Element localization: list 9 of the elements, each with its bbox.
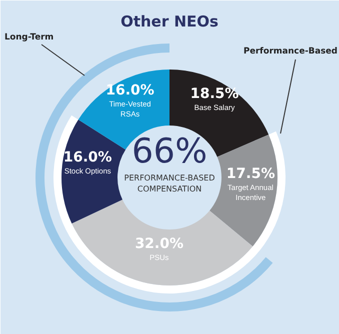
data-label: 18.5% [190, 86, 239, 102]
text: 66% [132, 132, 208, 172]
data-label: 17.5% [226, 166, 275, 182]
chart-title: Other NEOs [120, 12, 219, 30]
text: Performance-Based [243, 46, 338, 56]
text: PERFORMANCE-BASED COMPENSATION [124, 174, 215, 194]
text: Long-Term [4, 32, 54, 42]
data-label: 16.0% [63, 149, 112, 166]
data-label: 16.0% [106, 82, 154, 99]
